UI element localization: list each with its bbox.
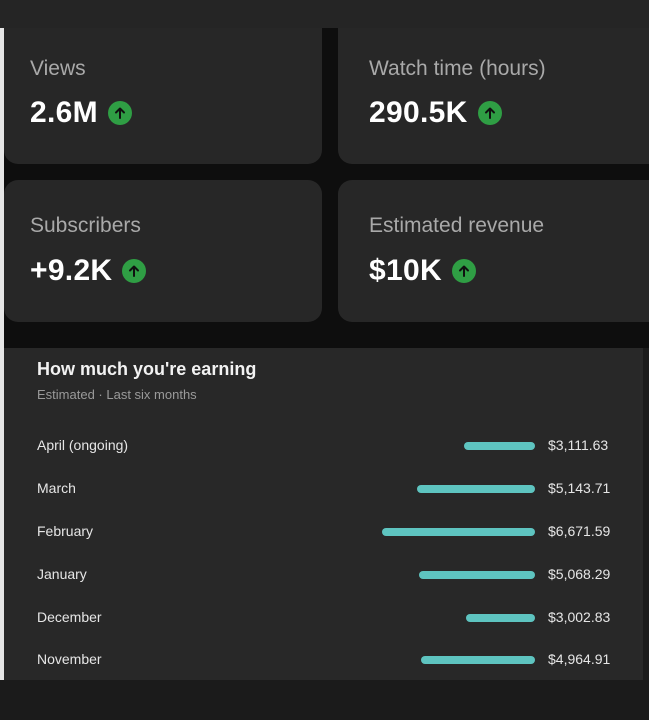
earnings-row: December $3,002.83 bbox=[4, 606, 643, 630]
earnings-subtitle: Estimated · Last six months bbox=[37, 387, 197, 402]
earnings-title: How much you're earning bbox=[37, 359, 257, 379]
arrow-up-circle-icon bbox=[477, 101, 502, 125]
earnings-amount: $4,964.91 bbox=[548, 651, 611, 667]
stat-card-watch-time[interactable]: Watch time (hours) 290.5K bbox=[338, 28, 649, 164]
stat-value: $10K bbox=[369, 254, 442, 287]
earnings-row: January $5,068.29 bbox=[4, 563, 643, 587]
earnings-month: March bbox=[37, 480, 76, 496]
earnings-bar bbox=[417, 485, 535, 493]
stat-card-views[interactable]: Views 2.6M bbox=[4, 28, 322, 164]
stat-card-estimated-revenue[interactable]: Estimated revenue $10K bbox=[338, 180, 649, 322]
stat-value-row: $10K bbox=[369, 254, 476, 288]
arrow-up-circle-icon bbox=[451, 259, 476, 283]
earnings-amount: $3,111.63 bbox=[548, 437, 609, 453]
stat-label: Estimated revenue bbox=[369, 214, 545, 237]
earnings-panel: How much you're earning Estimated · Last… bbox=[4, 348, 643, 680]
earnings-bar bbox=[464, 442, 535, 450]
earnings-row: March $5,143.71 bbox=[4, 477, 643, 501]
stat-label: Subscribers bbox=[30, 214, 141, 237]
earnings-month: April (ongoing) bbox=[37, 437, 129, 453]
earnings-amount: $6,671.59 bbox=[548, 523, 611, 539]
stat-value: 2.6M bbox=[30, 96, 98, 129]
earnings-month: January bbox=[37, 566, 87, 582]
earnings-amount: $5,143.71 bbox=[548, 480, 611, 496]
earnings-row: April (ongoing) $3,111.63 bbox=[4, 434, 643, 458]
earnings-panel-edge bbox=[643, 348, 649, 680]
earnings-amount: $5,068.29 bbox=[548, 566, 611, 582]
left-edge bbox=[0, 28, 4, 680]
stat-card-subscribers[interactable]: Subscribers +9.2K bbox=[4, 180, 322, 322]
earnings-row: February $6,671.59 bbox=[4, 520, 643, 544]
earnings-bar bbox=[419, 571, 535, 579]
stat-label: Watch time (hours) bbox=[369, 57, 546, 80]
stat-value-row: +9.2K bbox=[30, 254, 147, 288]
arrow-up-circle-icon bbox=[107, 101, 132, 125]
stat-value: 290.5K bbox=[369, 96, 468, 129]
earnings-month: November bbox=[37, 651, 102, 667]
stat-value-row: 2.6M bbox=[30, 96, 132, 130]
arrow-up-circle-icon bbox=[122, 259, 147, 283]
earnings-month: February bbox=[37, 523, 94, 539]
top-strip bbox=[0, 0, 649, 28]
earnings-bar bbox=[382, 528, 535, 536]
earnings-month: December bbox=[37, 609, 102, 625]
earnings-bar bbox=[421, 656, 535, 664]
earnings-amount: $3,002.83 bbox=[548, 609, 611, 625]
earnings-bar bbox=[466, 614, 535, 622]
earnings-row: November $4,964.91 bbox=[4, 648, 643, 672]
stat-value-row: 290.5K bbox=[369, 96, 502, 130]
stat-label: Views bbox=[30, 57, 86, 80]
stat-value: +9.2K bbox=[30, 254, 113, 287]
bottom-strip bbox=[0, 680, 649, 720]
